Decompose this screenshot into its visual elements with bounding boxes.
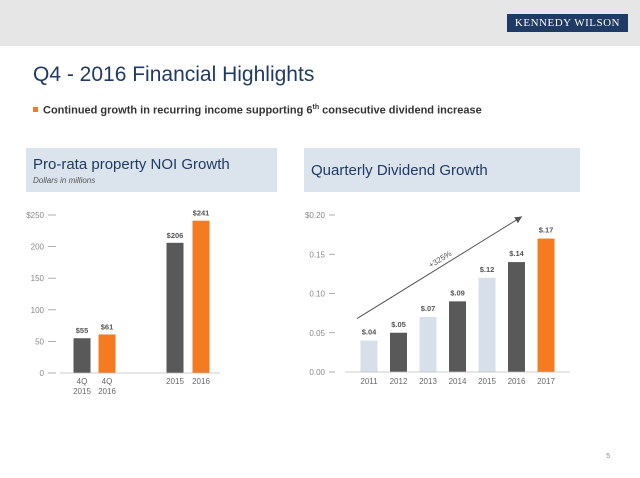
noi-category-label: 2016 (192, 377, 210, 386)
dividend-data-label: $.17 (539, 226, 554, 235)
dividend-bar (508, 262, 525, 372)
noi-bar (98, 334, 116, 373)
noi-data-label: $61 (101, 322, 114, 331)
noi-chart-subtitle: Dollars in millions (33, 176, 96, 185)
dividend-bar (419, 317, 437, 372)
noi-bar (192, 220, 210, 373)
dividend-bar (449, 301, 466, 372)
noi-data-label: $206 (167, 231, 184, 240)
bullet-text: Continued growth in recurring income sup… (43, 104, 313, 117)
highlight-bullet: Continued growth in recurring income sup… (33, 104, 482, 117)
dividend-y-tick-label: 0.10 (309, 290, 325, 299)
dividend-growth-chart: 0.00 0.05 0.10 0.15 $0.20 $.04 2011 $.05 2012 $.0… (305, 211, 570, 386)
noi-growth-chart: 050100150200$250$554Q2015$614Q2016$20620… (26, 209, 220, 396)
noi-y-tick-label: 50 (35, 337, 44, 346)
growth-arrow-head-icon (514, 216, 522, 224)
noi-category-label: 2015 (73, 387, 91, 396)
growth-arrow-line (356, 216, 523, 320)
noi-data-label: $241 (193, 209, 210, 218)
dividend-chart-title: Quarterly Dividend Growth (311, 162, 488, 179)
dividend-bar (360, 340, 378, 372)
noi-category-label: 4Q (77, 377, 88, 386)
dividend-category-label: 2017 (537, 377, 555, 386)
dividend-category-label: 2012 (390, 377, 408, 386)
dividend-y-tick-label: 0.00 (309, 368, 325, 377)
dividend-category-label: 2011 (360, 377, 378, 386)
page-number: 5 (606, 453, 610, 460)
dividend-y-tick-label: 0.05 (309, 329, 325, 338)
noi-chart-title: Pro-rata property NOI Growth (33, 156, 230, 173)
dividend-data-label: $.05 (391, 320, 406, 329)
noi-bar (73, 338, 91, 373)
dividend-data-label: $.12 (480, 265, 495, 274)
dividend-data-label: $.14 (509, 249, 524, 258)
top-band: KENNEDY WILSON (0, 0, 640, 46)
noi-bar (166, 242, 184, 373)
dividend-chart-header: Quarterly Dividend Growth (304, 148, 580, 192)
bullet-text-tail: consecutive dividend increase (319, 104, 482, 117)
dividend-data-label: $.04 (362, 328, 377, 337)
dividend-y-tick-label: 0.15 (309, 250, 325, 259)
noi-y-tick-label: 0 (40, 369, 45, 378)
dividend-bar (537, 238, 555, 372)
dividend-bar (478, 277, 496, 372)
slide-title: Q4 - 2016 Financial Highlights (33, 63, 315, 86)
noi-y-tick-label: 200 (31, 243, 45, 252)
noi-data-label: $55 (76, 326, 89, 335)
dividend-data-label: $.09 (450, 288, 465, 297)
noi-chart-header: Pro-rata property NOI Growth Dollars in … (26, 148, 277, 192)
noi-y-tick-label: $250 (26, 211, 44, 220)
bullet-square-icon (33, 107, 38, 113)
dividend-data-label: $.07 (421, 304, 436, 313)
noi-y-tick-label: 150 (31, 274, 45, 283)
noi-category-label: 2015 (166, 377, 184, 386)
dividend-category-label: 2013 (419, 377, 437, 386)
dividend-category-label: 2016 (508, 377, 526, 386)
kennedy-wilson-logo: KENNEDY WILSON (506, 14, 628, 32)
dividend-y-tick-label: $0.20 (305, 211, 326, 220)
dividend-bar (390, 332, 407, 372)
noi-category-label: 2016 (98, 387, 116, 396)
noi-y-tick-label: 100 (31, 306, 45, 315)
dividend-category-label: 2014 (449, 377, 467, 386)
noi-category-label: 4Q (102, 377, 113, 386)
dividend-category-label: 2015 (478, 377, 496, 386)
bullet-superscript: th (312, 104, 320, 111)
